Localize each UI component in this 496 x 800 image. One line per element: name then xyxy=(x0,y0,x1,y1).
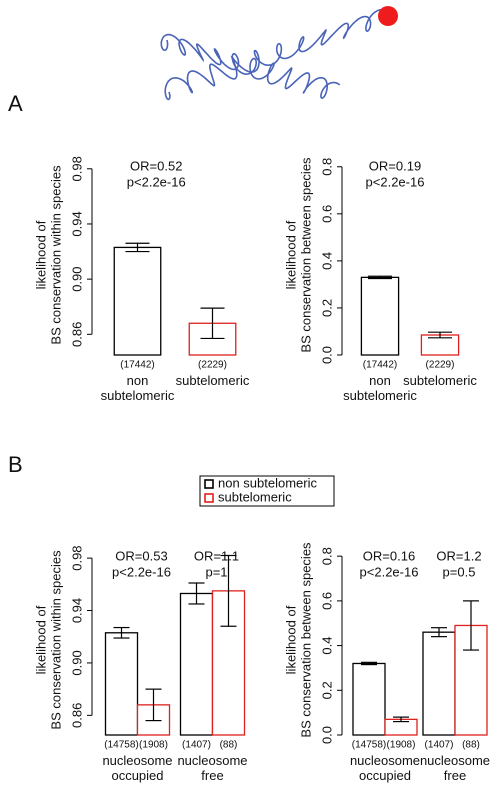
bar xyxy=(360,276,400,356)
bar xyxy=(211,590,246,736)
annotation: p=0.5 xyxy=(443,564,476,579)
annotation: OR=1.2 xyxy=(436,548,481,563)
y-tick-label: 0.94 xyxy=(69,598,84,623)
bar xyxy=(113,246,162,356)
annotation: p<2.2e-16 xyxy=(127,174,186,189)
annotation: p<2.2e-16 xyxy=(112,564,171,579)
count-label: (88) xyxy=(220,740,238,751)
bar xyxy=(422,631,456,736)
y-tick-label: 0.6 xyxy=(319,205,334,223)
panel-label: B xyxy=(8,452,23,477)
annotation: OR=0.16 xyxy=(363,548,415,563)
chromatid xyxy=(160,33,341,99)
x-tick-label: non subtelomeric xyxy=(100,373,175,403)
legend-label: non subtelomeric xyxy=(218,475,317,490)
count-label: (2229) xyxy=(198,360,227,371)
x-tick-label: subtelomeric xyxy=(175,373,250,388)
y-tick-label: 0.0 xyxy=(319,726,334,744)
error-bar xyxy=(113,626,130,639)
x-tick-label: nucleosome free xyxy=(419,753,491,783)
y-tick-label: 0.94 xyxy=(69,211,84,236)
y-tick-label: 0.4 xyxy=(319,637,334,655)
count-label: (17442) xyxy=(363,360,397,371)
count-label: (1908) xyxy=(387,740,416,751)
y-axis-label: BS conservation within species xyxy=(48,550,63,730)
y-tick-label: 0.98 xyxy=(69,545,84,570)
count-label: (1908) xyxy=(139,740,168,751)
error-bar xyxy=(361,661,377,666)
y-tick-label: 0.2 xyxy=(319,299,334,317)
x-tick-label: non subtelomeric xyxy=(343,373,417,403)
legend-swatch xyxy=(204,493,214,503)
y-tick-label: 0.90 xyxy=(69,650,84,675)
error-bar xyxy=(368,275,392,280)
count-label: (14758) xyxy=(104,740,138,751)
annotation: OR=0.52 xyxy=(130,158,182,173)
telomere-marker xyxy=(378,6,398,26)
annotation: OR=0.19 xyxy=(369,158,421,173)
y-tick-label: 0.0 xyxy=(319,346,334,364)
x-tick-label: subtelomeric xyxy=(403,373,477,388)
error-bar xyxy=(393,716,409,723)
y-axis-label: BS conservation within species xyxy=(48,165,63,345)
y-tick-label: 0.90 xyxy=(69,266,84,291)
error-bar xyxy=(220,554,237,627)
legend-swatch xyxy=(204,479,214,489)
y-axis-label: likelihood of xyxy=(283,605,298,674)
x-tick-label: nucleosome free xyxy=(177,753,248,783)
y-axis-label: BS conservation between species xyxy=(298,157,313,353)
y-tick-label: 0.6 xyxy=(319,592,334,610)
error-bar xyxy=(463,600,479,651)
count-label: (14758) xyxy=(352,740,386,751)
x-tick-label: nucleosome occupied xyxy=(349,753,421,783)
legend-label: subtelomeric xyxy=(218,489,292,504)
bar xyxy=(352,662,386,736)
y-tick-label: 0.98 xyxy=(69,156,84,181)
error-bar xyxy=(125,242,150,253)
y-tick-label: 0.4 xyxy=(319,252,334,270)
y-tick-label: 0.86 xyxy=(69,322,84,347)
count-label: (17442) xyxy=(120,360,154,371)
panel-label: A xyxy=(8,91,23,116)
error-bar xyxy=(188,582,205,605)
error-bar xyxy=(431,627,447,638)
error-bar xyxy=(200,307,225,340)
count-label: (2229) xyxy=(426,360,455,371)
count-label: (1407) xyxy=(182,740,211,751)
annotation: p<2.2e-16 xyxy=(360,564,419,579)
x-tick-label: nucleosome occupied xyxy=(102,753,173,783)
annotation: p<2.2e-16 xyxy=(366,174,425,189)
legend-box xyxy=(199,475,335,507)
annotation: OR=1.1 xyxy=(194,548,239,563)
annotation: OR=0.53 xyxy=(115,548,167,563)
y-axis-label: BS conservation between species xyxy=(298,542,313,738)
y-axis-label: likelihood of xyxy=(283,220,298,289)
y-tick-label: 0.2 xyxy=(319,681,334,699)
count-label: (1407) xyxy=(425,740,454,751)
annotation: p=1 xyxy=(205,564,227,579)
chromatid xyxy=(164,8,388,101)
error-bar xyxy=(428,331,452,339)
count-label: (88) xyxy=(462,740,480,751)
bar xyxy=(179,592,214,736)
y-tick-label: 0.8 xyxy=(319,158,334,176)
error-bar xyxy=(145,688,162,722)
y-axis-label: likelihood of xyxy=(33,605,48,674)
y-tick-label: 0.8 xyxy=(319,547,334,565)
chromosome-illustration xyxy=(160,6,398,101)
bar xyxy=(104,632,139,736)
y-tick-label: 0.86 xyxy=(69,703,84,728)
y-axis-label: likelihood of xyxy=(33,220,48,289)
